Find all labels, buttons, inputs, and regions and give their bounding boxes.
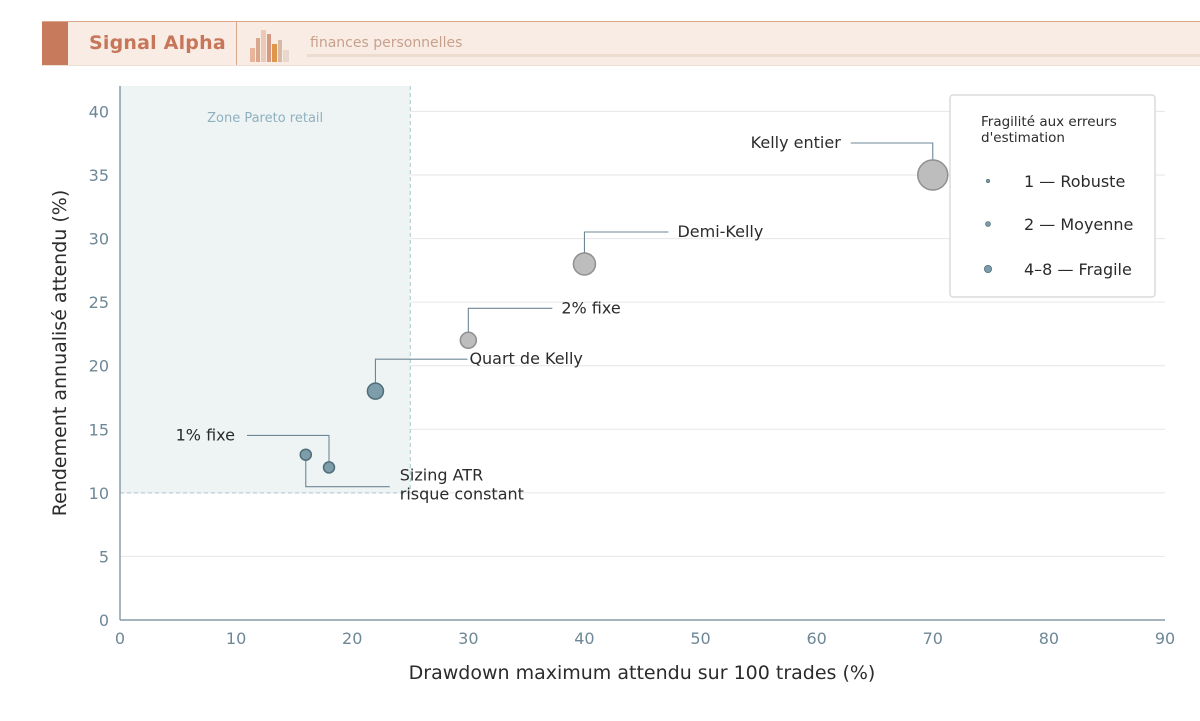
- data-point: [917, 159, 949, 191]
- data-point: [572, 252, 597, 276]
- legend-marker: [985, 221, 991, 227]
- chart-legend: Fragilité aux erreurs d'estimation 1 — Rob…: [949, 94, 1156, 298]
- data-point: [322, 461, 336, 474]
- y-axis-label: Rendement annualisé attendu (%): [49, 190, 71, 516]
- chart-ticks: 0 5 10 15 20 25 30 35 40 0 10 20 30 40 50 60 70 80 90: [89, 102, 1176, 648]
- y-tick-label: 40: [89, 102, 109, 121]
- chart-bars-icon: [250, 30, 289, 62]
- annotation-leader: [467, 307, 553, 333]
- x-axis-label: Drawdown maximum attendu sur 100 trades …: [409, 662, 876, 684]
- brand-accent-bar: [42, 22, 68, 65]
- point-label: 1% fixe: [176, 425, 235, 444]
- pareto-zone-area: [120, 86, 411, 493]
- chart-axes: [119, 86, 1165, 621]
- data-point: [366, 382, 385, 400]
- y-tick-label: 15: [89, 420, 109, 439]
- x-tick-label: 60: [806, 629, 826, 648]
- y-tick-label: 10: [89, 484, 109, 503]
- point-label: Quart de Kelly: [469, 349, 582, 368]
- point-label: Kelly entier: [751, 133, 842, 152]
- annotation-leader: [305, 460, 390, 488]
- data-points: [299, 159, 949, 474]
- x-tick-label: 0: [115, 629, 125, 648]
- page-subtitle: finances personnelles: [310, 35, 463, 51]
- header-underline: [307, 54, 1200, 57]
- y-tick-label: 30: [89, 230, 109, 249]
- header-divider: [236, 22, 237, 65]
- annotation-labels: 1% fixe Sizing ATR risque constant Quart de…: [176, 133, 842, 504]
- x-tick-label: 70: [923, 629, 943, 648]
- annotation-leader: [374, 358, 468, 384]
- x-tick-label: 40: [574, 629, 594, 648]
- app-header: Signal Alpha finances personnelles: [42, 21, 1200, 66]
- x-tick-label: 10: [226, 629, 246, 648]
- legend-entry: 2 — Moyenne: [1024, 215, 1133, 234]
- point-label: 2% fixe: [561, 298, 620, 317]
- point-label: Demi-Kelly: [677, 222, 763, 241]
- brand-title[interactable]: Signal Alpha: [89, 32, 226, 54]
- legend-entry: 4–8 — Fragile: [1024, 260, 1132, 279]
- data-point: [299, 448, 313, 461]
- legend-marker: [984, 264, 993, 273]
- annotation-leader: [583, 231, 669, 253]
- legend-entry: 1 — Robuste: [1024, 172, 1125, 191]
- annotation-leader: [247, 434, 330, 462]
- annotation-leader: [850, 142, 934, 160]
- y-tick-label: 25: [89, 293, 109, 312]
- x-tick-label: 30: [458, 629, 478, 648]
- x-tick-label: 90: [1155, 629, 1175, 648]
- x-tick-label: 80: [1039, 629, 1059, 648]
- legend-box: [949, 94, 1156, 298]
- x-tick-label: 20: [342, 629, 362, 648]
- pareto-zone-label: Zone Pareto retail: [207, 111, 323, 126]
- legend-title: Fragilité aux erreurs d'estimation: [981, 114, 1117, 146]
- y-tick-label: 20: [89, 357, 109, 376]
- data-point: [459, 331, 478, 350]
- y-tick-label: 35: [89, 166, 109, 185]
- annotation-leaders: [247, 142, 934, 488]
- y-tick-label: 5: [99, 547, 109, 566]
- x-tick-label: 50: [690, 629, 710, 648]
- pareto-zone: Zone Pareto retail: [120, 86, 411, 494]
- point-label: Sizing ATR risque constant: [400, 466, 524, 504]
- legend-marker: [986, 178, 991, 183]
- y-tick-label: 0: [99, 611, 109, 630]
